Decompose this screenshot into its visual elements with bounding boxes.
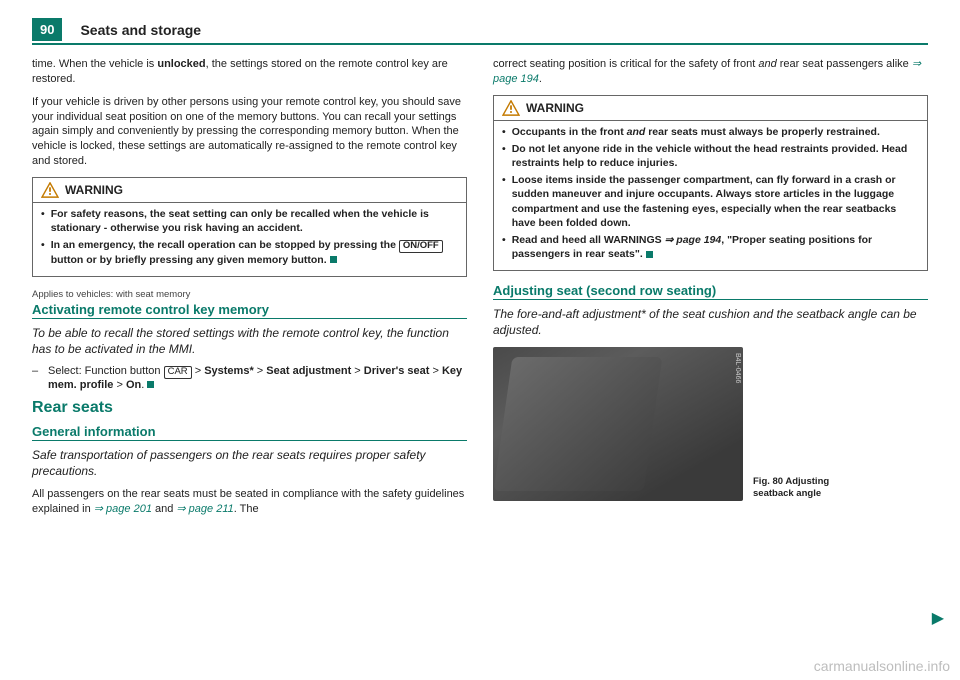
subsection-heading: General information [32,424,467,441]
section-heading: Rear seats [32,399,467,418]
end-marker-icon [646,251,653,258]
warning-triangle-icon [502,100,520,116]
page-number: 90 [32,18,62,41]
car-button-icon: CAR [164,366,192,378]
page-header: 90 Seats and storage [32,18,928,45]
end-marker-icon [330,256,337,263]
subsection-heading: Activating remote control key memory [32,302,467,319]
body-text: If your vehicle is driven by other perso… [32,95,467,169]
figure-image: B4L-0466 [493,347,743,501]
warning-header: WARNING [33,178,466,203]
onoff-button-icon: ON/OFF [399,240,443,252]
body-text: time. When the vehicle is unlocked, the … [32,57,467,87]
page-reference: ⇒ page 201 [94,503,152,515]
continue-arrow-icon: ▶ [932,608,944,628]
warning-label: WARNING [65,183,123,197]
right-column: correct seating position is critical for… [493,57,928,525]
warning-body: •For safety reasons, the seat setting ca… [33,203,466,276]
warning-body: • Occupants in the front and rear seats … [494,121,927,271]
warning-label: WARNING [526,101,584,115]
procedure-step: – Select: Function button CAR > Systems*… [32,365,467,390]
watermark: carmanualsonline.info [814,658,950,674]
intro-text: Safe transportation of passengers on the… [32,447,467,479]
body-text: All passengers on the rear seats must be… [32,487,467,517]
intro-text: The fore-and-aft adjustment* of the seat… [493,306,928,338]
warning-box: WARNING •For safety reasons, the seat se… [32,177,467,277]
intro-text: To be able to recall the stored settings… [32,325,467,357]
subsection-heading: Adjusting seat (second row seating) [493,283,928,300]
page-reference: ⇒ page 194 [665,234,722,246]
end-marker-icon [147,381,154,388]
figure-block: B4L-0466 Fig. 80 Adjusting seatback angl… [493,347,928,501]
left-column: time. When the vehicle is unlocked, the … [32,57,467,525]
page-reference: ⇒ page 211 [176,503,233,515]
body-text: correct seating position is critical for… [493,57,928,87]
figure-caption: Fig. 80 Adjusting seatback angle [753,476,853,501]
section-title: Seats and storage [80,22,201,38]
figure-code: B4L-0466 [734,353,741,383]
warning-box: WARNING • Occupants in the front and rea… [493,95,928,272]
warning-header: WARNING [494,96,927,121]
warning-triangle-icon [41,182,59,198]
applies-note: Applies to vehicles: with seat memory [32,289,467,300]
